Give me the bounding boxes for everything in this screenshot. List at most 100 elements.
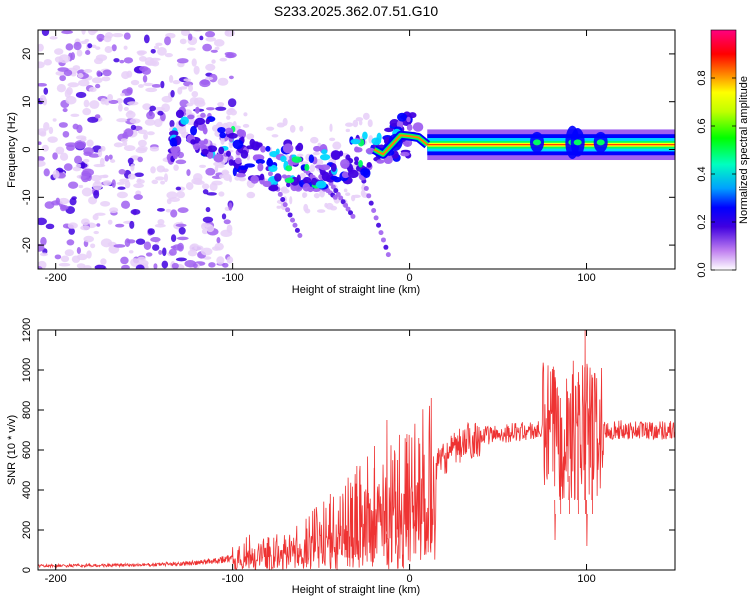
spectrogram-ridge-blob <box>284 177 295 184</box>
spectrogram-noise-blob <box>219 57 228 62</box>
spectrogram-noise-blob <box>38 83 48 87</box>
spectrogram-ridge-blob <box>235 172 246 178</box>
spectrogram-streak-blob <box>376 222 382 228</box>
spectrogram-noise-blob <box>89 100 100 109</box>
spectrogram-noise-blob <box>55 70 66 76</box>
spectrogram-streak-blob <box>383 244 389 250</box>
spectrogram-noise-blob <box>88 196 98 205</box>
spectrogram-ridge-blob <box>341 171 350 179</box>
spectrogram-streak-blob <box>343 202 349 208</box>
spectrogram-noise-blob <box>176 58 189 64</box>
spectrogram-noise-blob <box>169 119 175 128</box>
spectrogram-noise-blob <box>100 200 111 207</box>
spectrogram-streak-blob <box>350 213 356 219</box>
spectrogram-noise-blob <box>216 237 221 244</box>
spectrogram-noise-blob <box>100 145 106 152</box>
spectrogram-faint-blob <box>345 122 354 127</box>
spectrogram-faint-blob <box>313 192 320 199</box>
spectrogram-noise-blob <box>166 198 172 205</box>
spectrogram-noise-blob <box>54 254 62 260</box>
spectrogram-noise-blob <box>83 99 90 108</box>
spectrogram-ridge-blob <box>338 150 344 157</box>
spectrogram-noise-blob <box>68 181 79 189</box>
spectrogram-noise-blob <box>43 87 49 95</box>
spectrogram-noise-blob <box>175 186 182 191</box>
snr-y-tick-label: 800 <box>21 401 33 419</box>
spectrogram-noise-blob <box>123 145 136 152</box>
spectrogram-noise-blob <box>119 178 130 183</box>
spectrogram-faint-blob <box>266 126 275 131</box>
spectrogram-faint-blob <box>309 164 316 173</box>
spectrogram-ridge-blob <box>302 183 311 192</box>
spectrogram-ridge-blob <box>265 145 271 152</box>
colorbar-tick-label: 0.2 <box>696 214 708 229</box>
spectrogram-noise-blob <box>102 69 112 77</box>
spectrogram-noise-blob <box>170 90 175 98</box>
spectrogram-noise-blob <box>123 106 129 111</box>
spectrogram-noise-blob <box>55 146 65 155</box>
spectrogram-noise-blob <box>74 155 83 164</box>
spectrogram-noise-blob <box>120 138 128 143</box>
spectrogram-noise-blob <box>186 102 194 107</box>
spectrogram-ridge-blob <box>213 153 224 163</box>
spectrogram-noise-blob <box>200 112 206 118</box>
spectrogram-noise-blob <box>104 46 113 53</box>
spectrogram-noise-blob <box>123 32 131 40</box>
spectrogram-ridge-blob <box>246 145 255 150</box>
spectrogram-noise-blob <box>169 197 181 202</box>
spectrogram-faint-blob <box>304 208 311 214</box>
spectrogram-noise-blob <box>66 86 73 96</box>
spectrogram-ridge-blob <box>321 171 330 182</box>
spectrogram-noise-blob <box>168 74 174 83</box>
spectrogram-noise-blob <box>126 70 133 78</box>
spectrogram-noise-blob <box>133 183 145 189</box>
spectrogram-noise-blob <box>180 30 190 37</box>
spectrogram-noise-blob <box>38 266 43 269</box>
spectrogram-y-tick-label: -10 <box>21 189 33 205</box>
snr-series-line <box>38 330 675 570</box>
spectrogram-ridge-blob <box>354 146 360 153</box>
spectrogram-noise-blob <box>94 212 106 216</box>
spectrogram-noise-blob <box>103 180 112 186</box>
spectrogram-ridge-blob <box>408 112 417 119</box>
colorbar-gradient <box>711 30 736 270</box>
spectrogram-noise-blob <box>96 223 101 227</box>
spectrogram-noise-blob <box>177 207 189 213</box>
spectrogram-noise-blob <box>83 69 93 73</box>
spectrogram-band-bump-core <box>596 139 605 146</box>
spectrogram-noise-blob <box>123 45 128 50</box>
spectrogram-noise-blob <box>175 159 187 165</box>
spectrogram-noise-blob <box>108 99 119 105</box>
spectrogram-noise-blob <box>211 59 216 64</box>
spectrogram-ridge-blob <box>203 138 209 145</box>
spectrogram-ridge-blob <box>175 109 184 119</box>
spectrogram-noise-blob <box>67 222 78 229</box>
spectrogram-noise-blob <box>162 168 169 173</box>
spectrogram-noise-blob <box>41 30 50 37</box>
spectrogram-noise-blob <box>137 256 146 262</box>
spectrogram-noise-blob <box>43 122 50 131</box>
spectrogram-noise-blob <box>228 75 234 80</box>
spectrogram-noise-blob <box>52 169 60 179</box>
spectrogram-ridge-blob <box>257 163 264 172</box>
spectrogram-streak-blob <box>366 193 372 199</box>
spectrogram-noise-blob <box>56 84 66 93</box>
spectrogram-noise-blob <box>157 110 164 116</box>
spectrogram-noise-blob <box>189 97 199 105</box>
spectrogram-noise-blob <box>63 163 73 171</box>
spectrogram-faint-blob <box>316 209 326 213</box>
spectrogram-noise-blob <box>200 247 213 256</box>
spectrogram-ridge-blob <box>266 157 273 167</box>
spectrogram-faint-blob <box>238 176 247 182</box>
spectrogram-noise-blob <box>87 116 99 123</box>
spectrogram-faint-blob <box>289 196 293 205</box>
spectrogram-noise-blob <box>58 197 70 205</box>
spectrogram-noise-blob <box>226 224 233 233</box>
spectrogram-noise-blob <box>144 118 156 126</box>
spectrogram-noise-blob <box>83 235 94 243</box>
spectrogram-ridge-blob <box>171 138 178 148</box>
spectrogram-noise-blob <box>135 147 147 154</box>
spectrogram-noise-blob <box>95 83 101 89</box>
spectrogram-noise-blob <box>135 264 145 269</box>
spectrogram-noise-blob <box>193 65 200 75</box>
